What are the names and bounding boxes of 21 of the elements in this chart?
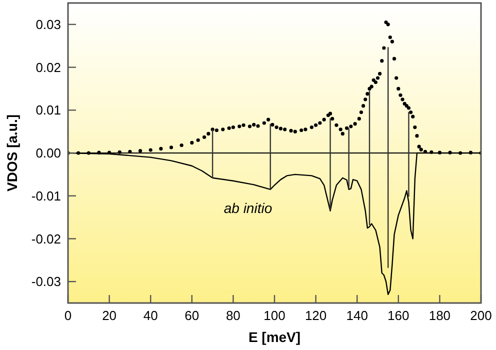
- x-tick-label: 140: [346, 308, 368, 323]
- x-tick-label: 20: [102, 308, 117, 323]
- y-tick-label: -0.02: [31, 231, 61, 246]
- y-tick-label: 0.00: [36, 146, 61, 161]
- x-tick-label: 80: [226, 308, 240, 323]
- y-tick-label: 0.03: [36, 16, 61, 32]
- x-tick-label: 120: [304, 308, 327, 323]
- x-tick-label: 180: [428, 308, 451, 323]
- x-tick-label: 40: [143, 308, 158, 323]
- y-axis-title: VDOS [a.u.]: [4, 114, 20, 192]
- x-axis-title: E [meV]: [248, 329, 301, 345]
- y-tick-label: 0.02: [36, 60, 61, 75]
- x-tick-label: 100: [264, 308, 286, 323]
- y-tick-label: 0.01: [36, 102, 61, 118]
- x-tick-label: 160: [388, 308, 410, 323]
- x-tick-label: 200: [470, 308, 492, 323]
- annotation: ab initio: [224, 200, 272, 216]
- y-tick-label: -0.03: [31, 274, 61, 290]
- y-tick-label: -0.01: [31, 188, 61, 204]
- x-tick-label: 60: [184, 308, 200, 323]
- x-tick-label: 0: [64, 308, 72, 323]
